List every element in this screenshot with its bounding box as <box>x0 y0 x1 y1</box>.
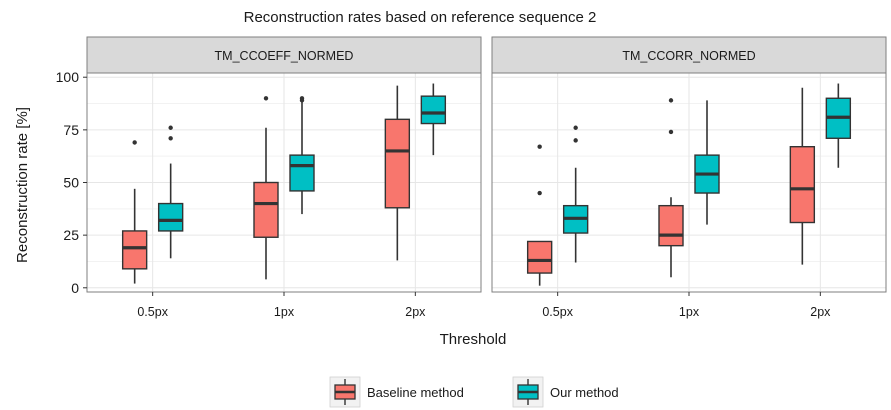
outlier-point <box>132 140 137 145</box>
box <box>694 100 720 225</box>
box <box>526 144 553 286</box>
x-axis: 0.5px 1px 2px <box>137 292 426 319</box>
facet-strip <box>86 36 482 74</box>
box <box>289 96 315 215</box>
box-iqr <box>658 204 684 247</box>
grid-lines <box>87 73 481 292</box>
legend-label: Our method <box>550 385 619 400</box>
facet-strip <box>491 36 887 74</box>
box-iqr <box>526 240 553 274</box>
box <box>420 83 447 156</box>
facet-panel: TM_CCOEFF_NORMED 0.5px 1px 2px <box>86 36 482 319</box>
chart-title: Reconstruction rates based on reference … <box>244 9 597 26</box>
y-tick-label: 25 <box>63 227 79 243</box>
box-iqr <box>384 118 411 209</box>
legend-item: Our method <box>512 376 619 408</box>
box <box>384 85 411 261</box>
legend: Baseline method Our method <box>329 376 619 408</box>
box-iqr <box>121 230 148 270</box>
grid-lines <box>492 73 886 292</box>
x-tick-label: 1px <box>274 305 295 319</box>
outlier-point <box>573 138 578 143</box>
box-iqr <box>289 154 315 192</box>
x-tick-label: 2px <box>810 305 831 319</box>
box <box>157 125 184 259</box>
x-tick-label: 0.5px <box>137 305 168 319</box>
x-tick-label: 1px <box>679 305 700 319</box>
box <box>658 98 684 278</box>
box-iqr <box>789 146 816 224</box>
box <box>121 140 148 284</box>
box <box>825 83 852 168</box>
outlier-point <box>168 136 173 141</box>
facet-strip-label: TM_CCORR_NORMED <box>622 49 755 63</box>
y-tick-label: 50 <box>63 175 79 191</box>
y-axis: 0 25 50 75 100 <box>56 69 87 296</box>
y-tick-label: 0 <box>71 280 79 296</box>
y-axis-title: Reconstruction rate [%] <box>14 107 31 263</box>
outlier-point <box>537 144 542 149</box>
y-tick-label: 100 <box>56 69 80 85</box>
outlier-point <box>668 129 674 135</box>
legend-item: Baseline method <box>329 376 464 408</box>
box-iqr <box>253 181 279 238</box>
box <box>789 87 816 265</box>
facet-strip-label: TM_CCOEFF_NORMED <box>215 49 354 63</box>
box <box>253 96 279 280</box>
outlier-point <box>573 125 578 130</box>
box <box>562 125 589 263</box>
x-axis-title: Threshold <box>440 331 507 348</box>
outlier-point <box>668 98 674 103</box>
outlier-point <box>299 96 305 101</box>
facet-panel: TM_CCORR_NORMED 0.5px 1px 2px <box>491 36 887 319</box>
y-tick-label: 75 <box>63 122 79 138</box>
outlier-point <box>537 190 542 196</box>
outlier-point <box>263 96 269 101</box>
box-iqr <box>157 202 184 232</box>
x-axis: 0.5px 1px 2px <box>542 292 831 319</box>
outlier-point <box>168 125 173 130</box>
x-tick-label: 0.5px <box>542 305 573 319</box>
x-tick-label: 2px <box>405 305 426 319</box>
legend-label: Baseline method <box>367 385 464 400</box>
box-iqr <box>420 95 447 125</box>
